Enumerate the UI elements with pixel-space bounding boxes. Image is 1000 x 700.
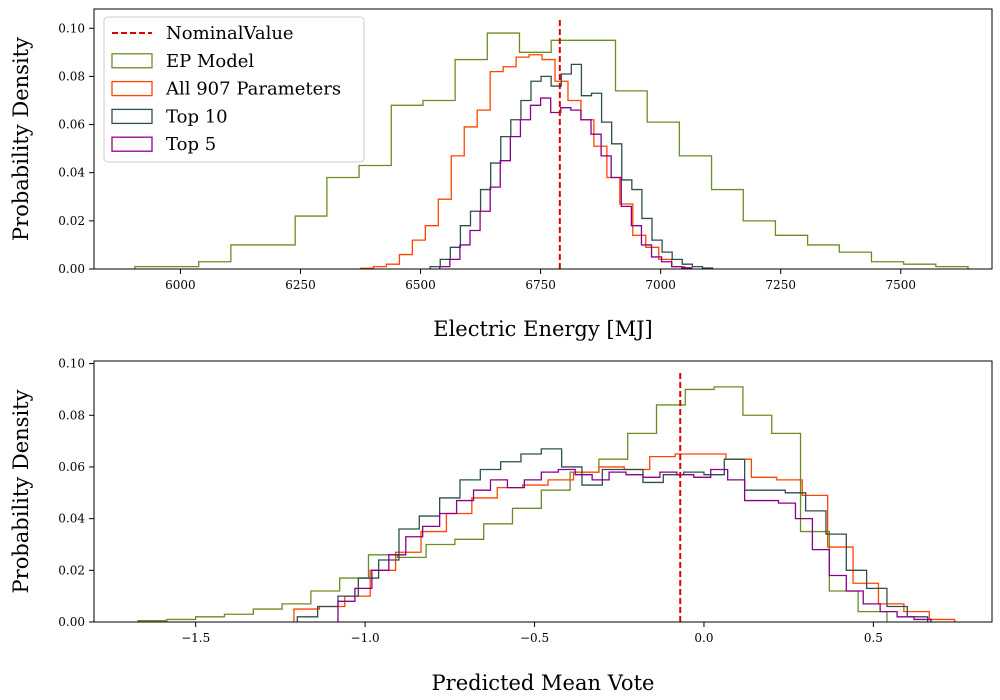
legend-swatch [111,80,153,97]
histogram-series-top-10 [429,63,714,269]
pmv-histogram-panel: −1.5 −1.0 −0.5 0.0 0.5 0.00 0.02 0.04 0.06 0.08 0.… [9,357,993,695]
histogram-series-all-907-parameters [359,54,686,269]
y-tick-label: 0.00 [58,615,85,629]
legend: NominalValue EP Model All 907 Parameters To… [103,16,365,163]
histogram-series-top-5 [439,97,693,269]
x-tick-label: 7000 [645,278,676,292]
histogram-series-ep-model [134,32,969,269]
y-tick-label: 0.04 [58,512,85,526]
x-tick-label: 6750 [525,278,556,292]
y-tick-label: 0.02 [58,214,85,228]
legend-swatch [111,53,153,69]
energy-histogram-panel: 6000 6250 6500 6750 7000 7250 7500 0.00 0.02 0.04… [9,8,993,341]
axes-frame [93,360,993,623]
y-tick-label: 0.10 [58,357,85,371]
x-axis-label: Predicted Mean Vote [432,671,655,695]
x-tick-label: 6500 [405,278,436,292]
histogram-series-top-5 [337,468,932,622]
y-tick-label: 0.10 [58,21,85,35]
x-tick-label: 0.5 [864,631,883,645]
y-axis-label: Probability Density [9,37,33,241]
legend-label: All 907 Parameters [165,79,341,100]
legend-box [103,16,365,163]
y-tick-label: 0.00 [58,262,85,276]
legend-label: EP Model [166,51,254,72]
x-tick-label: 6250 [285,278,316,292]
axes-frame [93,8,993,270]
x-tick-label: 7500 [885,278,916,292]
y-tick-label: 0.04 [58,166,85,180]
x-tick-label: −1.0 [351,631,380,645]
y-tick-label: 0.06 [58,118,85,132]
x-tick-label: 7250 [765,278,796,292]
x-axis-label: Electric Energy [MJ] [433,317,652,341]
y-axis-label: Probability Density [9,389,33,593]
legend-label: Top 10 [166,106,228,127]
legend-label: Top 5 [166,134,216,155]
y-tick-label: 0.08 [58,408,85,422]
y-tick-label: 0.02 [58,563,85,577]
histogram-series-ep-model [137,386,888,622]
x-tick-label: 0.0 [694,631,713,645]
y-tick-label: 0.06 [58,460,85,474]
histogram-series-all-907-parameters [293,453,956,622]
legend-swatch [111,136,153,152]
histogram-series-top-10 [296,448,929,622]
legend-swatch [111,108,153,125]
y-tick-label: 0.08 [58,69,85,83]
x-tick-label: −1.5 [181,631,210,645]
x-tick-label: −0.5 [520,631,549,645]
x-tick-label: 6000 [165,278,196,292]
legend-label: NominalValue [166,23,294,44]
